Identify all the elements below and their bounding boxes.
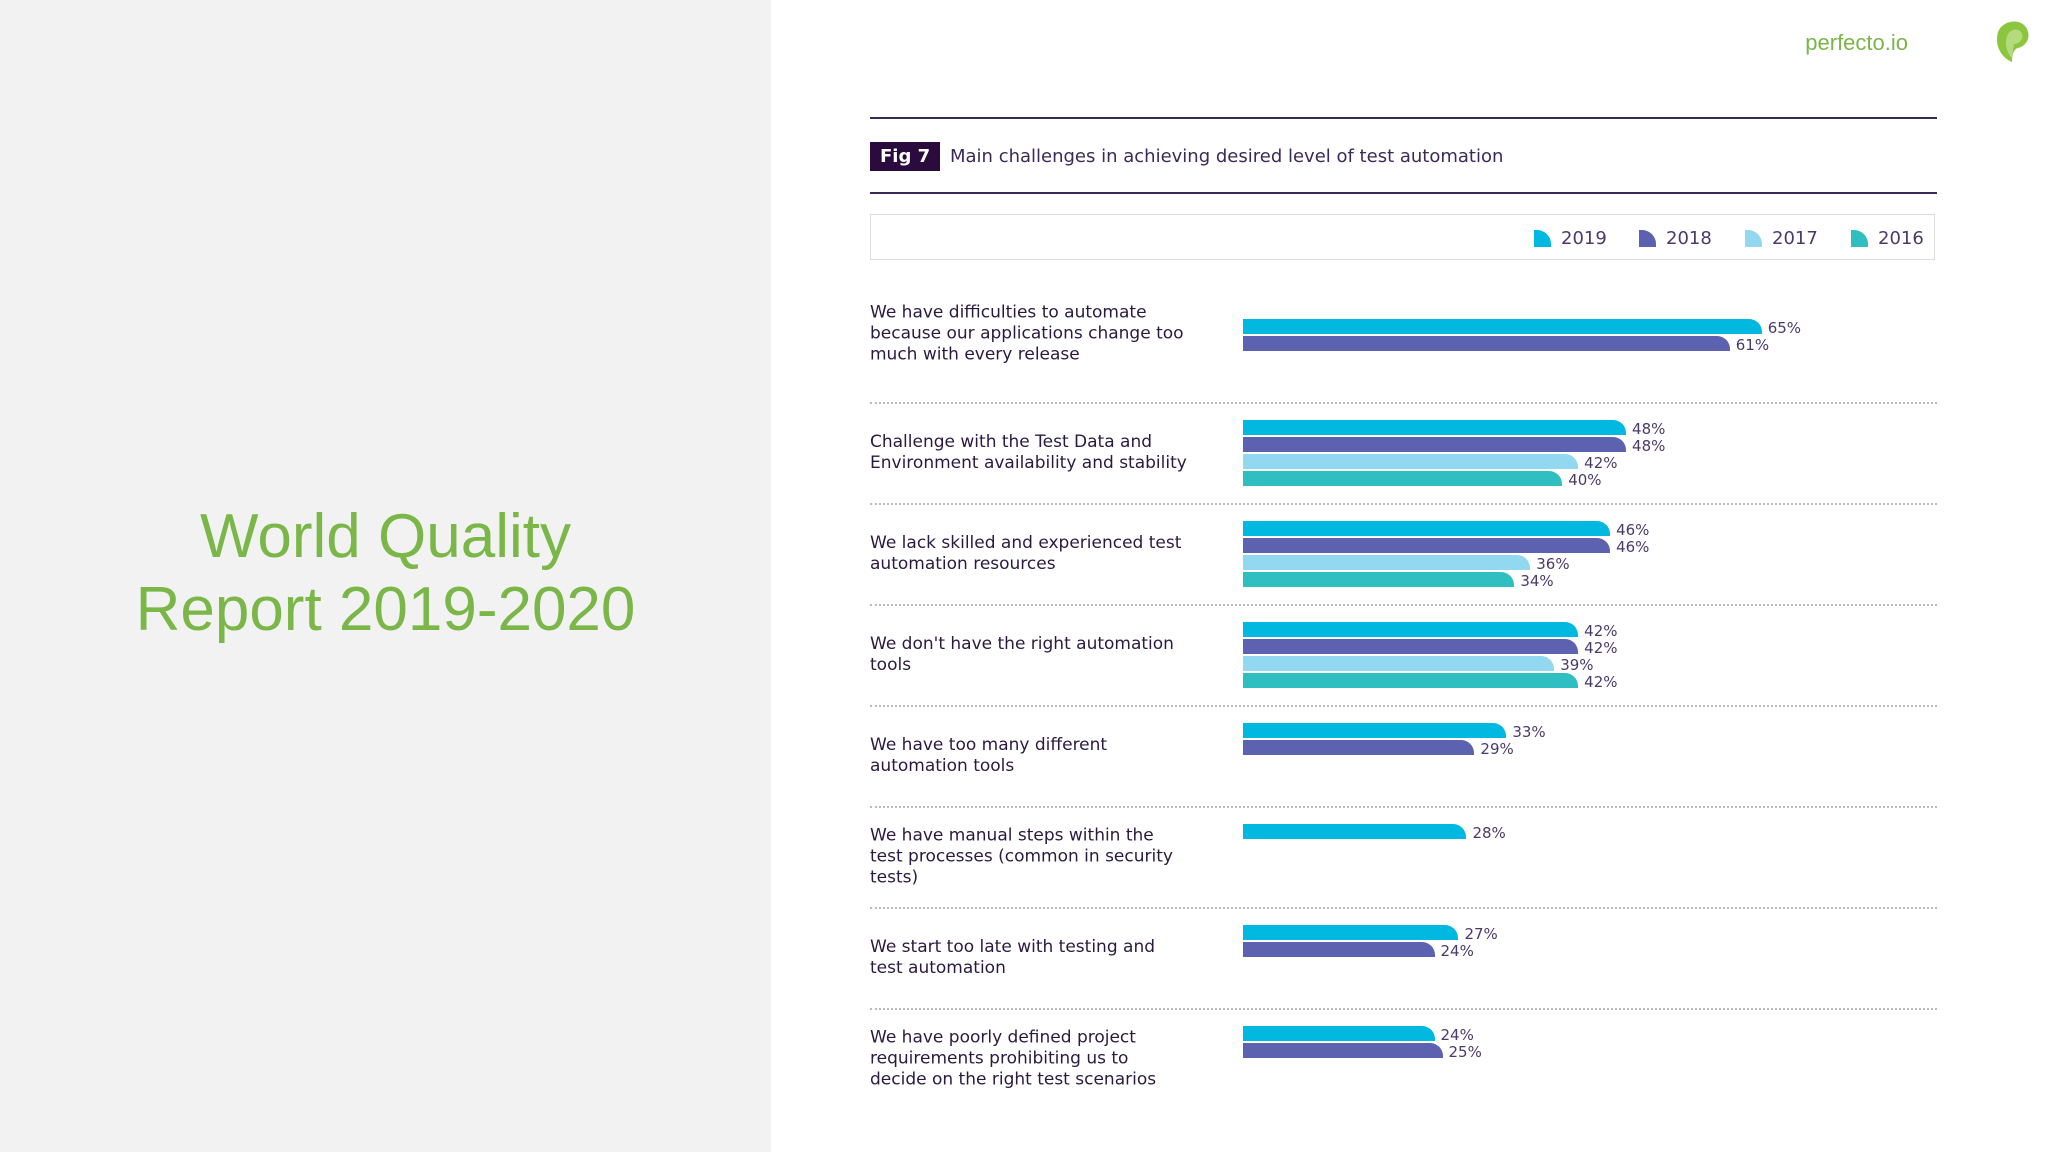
category-group: We don't have the right automation tools… <box>870 604 1937 705</box>
group-separator <box>870 705 1937 707</box>
bar-2019 <box>1243 319 1762 334</box>
bar-2018 <box>1243 942 1435 957</box>
value-label-2018: 48% <box>1632 437 1666 455</box>
value-label-2017: 39% <box>1560 656 1594 674</box>
bar-2019 <box>1243 420 1627 435</box>
value-label-2019: 27% <box>1464 925 1498 943</box>
legend-item-2019: 2019 <box>1534 227 1607 249</box>
group-separator <box>870 907 1937 909</box>
category-group: We have manual steps within the test pro… <box>870 806 1937 907</box>
bar-2017 <box>1243 656 1555 671</box>
legend-label: 2019 <box>1561 227 1607 249</box>
bar-2019 <box>1243 824 1467 839</box>
category-label: We start too late with testing and test … <box>870 937 1156 978</box>
chart-title: Main challenges in achieving desired lev… <box>950 146 1504 167</box>
group-separator <box>870 503 1937 505</box>
value-label-2018: 46% <box>1616 538 1650 556</box>
value-label-2019: 28% <box>1472 824 1506 842</box>
bar-2019 <box>1243 723 1507 738</box>
legend-label: 2017 <box>1772 227 1818 249</box>
legend-label: 2018 <box>1666 227 1712 249</box>
top-rule <box>870 117 1937 119</box>
bar-2018 <box>1243 538 1611 553</box>
bar-2018 <box>1243 740 1475 755</box>
category-group: We have too many different automation to… <box>870 705 1937 806</box>
value-label-2019: 24% <box>1440 1026 1474 1044</box>
group-separator <box>870 1008 1937 1010</box>
category-group: We lack skilled and experienced test aut… <box>870 503 1937 604</box>
legend-swatch-icon <box>1851 229 1868 247</box>
title-rule <box>870 192 1937 194</box>
bar-2016 <box>1243 572 1515 587</box>
category-group: We have difficulties to automate because… <box>870 301 1937 402</box>
category-label: We have too many different automation to… <box>870 735 1108 776</box>
value-label-2018: 25% <box>1448 1043 1482 1061</box>
value-label-2019: 48% <box>1632 420 1666 438</box>
bar-2018 <box>1243 639 1579 654</box>
value-label-2016: 42% <box>1584 673 1618 691</box>
legend: 2019 2018 2017 2016 <box>870 214 1935 260</box>
brand-text: perfecto.io <box>1805 30 1908 55</box>
slide-title-line2: Report 2019-2020 <box>135 575 636 644</box>
value-label-2016: 34% <box>1520 572 1554 590</box>
bar-2018 <box>1243 1043 1443 1058</box>
bar-2016 <box>1243 673 1579 688</box>
slide-title-line1: World Quality <box>200 502 571 571</box>
fig-badge: Fig 7 <box>870 142 941 171</box>
value-label-2018: 61% <box>1735 336 1770 354</box>
legend-swatch-icon <box>1639 229 1656 247</box>
bar-2017 <box>1243 555 1531 570</box>
category-group: Challenge with the Test Data and Environ… <box>870 402 1937 503</box>
legend-swatch-icon <box>1745 229 1762 247</box>
bar-2017 <box>1243 454 1579 469</box>
perfecto-logo-icon <box>1996 21 2029 62</box>
value-label-2019: 46% <box>1616 521 1650 539</box>
category-label: We have poorly defined project requireme… <box>870 1027 1157 1090</box>
legend-label: 2016 <box>1878 227 1924 249</box>
value-label-2019: 65% <box>1767 319 1802 337</box>
value-label-2016: 40% <box>1568 471 1602 489</box>
bar-2019 <box>1243 1026 1435 1041</box>
value-label-2018: 24% <box>1440 942 1474 960</box>
bar-2019 <box>1243 521 1611 536</box>
legend-item-2017: 2017 <box>1745 227 1818 249</box>
bar-2018 <box>1243 336 1730 351</box>
value-label-2018: 29% <box>1480 740 1514 758</box>
category-label: Challenge with the Test Data and Environ… <box>870 432 1187 473</box>
group-separator <box>870 806 1937 808</box>
bar-2019 <box>1243 622 1579 637</box>
category-group: We start too late with testing and test … <box>870 907 1937 1008</box>
bar-2018 <box>1243 437 1627 452</box>
group-separator <box>870 604 1937 606</box>
category-label: We have manual steps within the test pro… <box>870 825 1173 888</box>
legend-item-2016: 2016 <box>1851 227 1924 249</box>
category-group: We have poorly defined project requireme… <box>870 1008 1937 1109</box>
category-label: We have difficulties to automate because… <box>870 302 1184 365</box>
category-label: We lack skilled and experienced test aut… <box>870 533 1182 574</box>
left-panel <box>0 0 771 1152</box>
legend-item-2018: 2018 <box>1639 227 1712 249</box>
bar-2019 <box>1243 925 1459 940</box>
value-label-2017: 42% <box>1584 454 1618 472</box>
group-separator <box>870 402 1937 404</box>
value-label-2019: 42% <box>1584 622 1618 640</box>
value-label-2017: 36% <box>1536 555 1570 573</box>
value-label-2018: 42% <box>1584 639 1618 657</box>
value-label-2019: 33% <box>1512 723 1546 741</box>
bar-2016 <box>1243 471 1563 486</box>
legend-swatch-icon <box>1534 229 1551 247</box>
category-label: We don't have the right automation tools <box>870 634 1174 675</box>
slide-title: World Quality Report 2019-2020 <box>0 500 771 646</box>
